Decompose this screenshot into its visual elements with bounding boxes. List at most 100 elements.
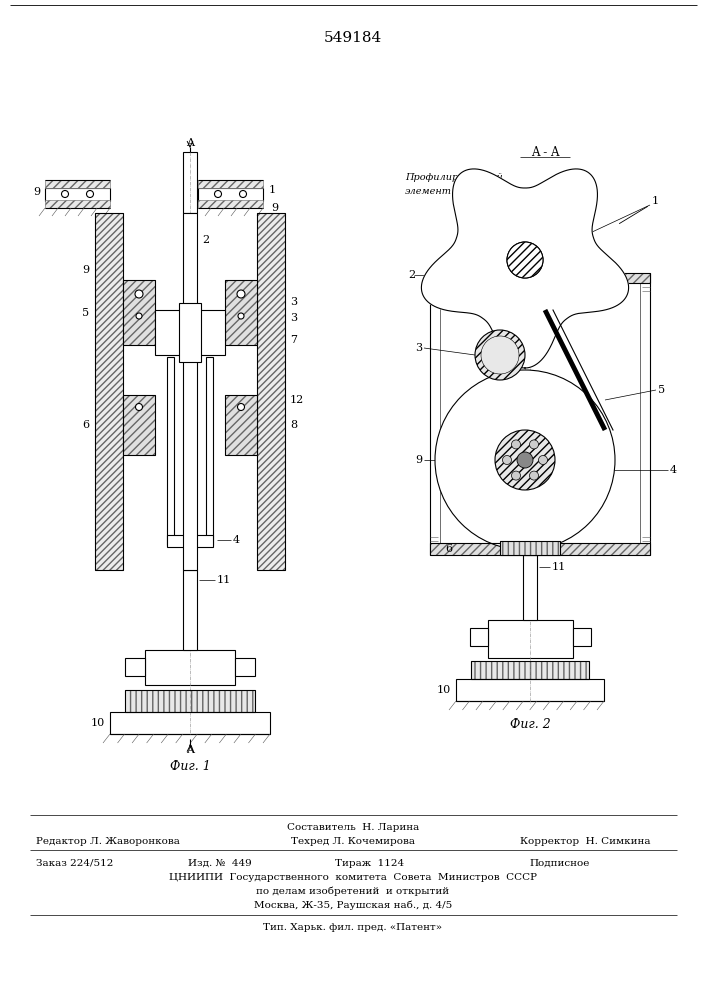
Text: 10: 10 xyxy=(437,685,451,695)
Bar xyxy=(500,541,560,555)
Bar xyxy=(183,213,197,570)
Bar xyxy=(123,280,155,345)
Text: Техред Л. Кочемирова: Техред Л. Кочемирова xyxy=(291,838,415,846)
Bar xyxy=(45,200,110,208)
Text: A: A xyxy=(186,745,194,755)
Bar xyxy=(225,395,257,455)
Bar xyxy=(45,180,110,188)
Text: Профилированный: Профилированный xyxy=(405,172,503,182)
Bar xyxy=(45,188,110,201)
Circle shape xyxy=(503,456,511,464)
Circle shape xyxy=(511,440,520,449)
Circle shape xyxy=(435,370,615,550)
Bar xyxy=(225,280,257,345)
Bar xyxy=(235,658,255,676)
Circle shape xyxy=(238,403,245,410)
Bar xyxy=(430,273,650,283)
Text: 3: 3 xyxy=(290,297,297,307)
Bar xyxy=(198,188,263,201)
Circle shape xyxy=(86,190,93,198)
Circle shape xyxy=(511,471,520,480)
Bar xyxy=(225,280,257,345)
Text: Фиг. 1: Фиг. 1 xyxy=(170,760,211,772)
Text: по делам изобретений  и открытий: по делам изобретений и открытий xyxy=(257,886,450,896)
Polygon shape xyxy=(421,169,629,368)
Circle shape xyxy=(238,313,244,319)
Bar xyxy=(125,690,255,712)
Bar xyxy=(198,180,263,188)
Circle shape xyxy=(475,330,525,380)
Text: 3: 3 xyxy=(415,343,422,353)
Text: Корректор  Н. Симкина: Корректор Н. Симкина xyxy=(520,838,650,846)
Text: 1: 1 xyxy=(652,196,659,206)
Circle shape xyxy=(136,403,143,410)
Text: 12: 12 xyxy=(290,395,304,405)
Text: Изд. №  449: Изд. № 449 xyxy=(188,858,252,867)
Bar xyxy=(123,280,155,345)
Bar xyxy=(430,543,650,555)
Circle shape xyxy=(517,452,533,468)
Text: 9: 9 xyxy=(415,455,422,465)
Bar xyxy=(573,628,590,646)
Bar xyxy=(183,570,197,650)
Text: Подписное: Подписное xyxy=(530,858,590,867)
Text: 6: 6 xyxy=(445,544,452,554)
Bar xyxy=(95,213,123,570)
Text: Тираж  1124: Тираж 1124 xyxy=(335,858,404,867)
Bar xyxy=(183,152,197,213)
Circle shape xyxy=(214,190,221,198)
Circle shape xyxy=(240,190,247,198)
Bar xyxy=(123,395,155,455)
Bar xyxy=(123,395,155,455)
Text: 9: 9 xyxy=(271,203,278,213)
Text: 549184: 549184 xyxy=(324,31,382,45)
Text: 11: 11 xyxy=(552,562,566,572)
Text: 9: 9 xyxy=(33,187,40,197)
Text: Фиг. 2: Фиг. 2 xyxy=(510,718,550,732)
Circle shape xyxy=(62,190,69,198)
Bar xyxy=(430,543,650,555)
Bar xyxy=(155,310,225,355)
Text: 4: 4 xyxy=(670,465,677,475)
Text: 2: 2 xyxy=(202,235,209,245)
Text: 5: 5 xyxy=(658,385,665,395)
Circle shape xyxy=(136,313,142,319)
Circle shape xyxy=(237,290,245,298)
Bar xyxy=(488,620,573,658)
Bar xyxy=(257,213,285,570)
Bar xyxy=(198,200,263,208)
Text: 8: 8 xyxy=(290,420,297,430)
Text: A - A: A - A xyxy=(531,145,559,158)
Text: Заказ 224/512: Заказ 224/512 xyxy=(36,858,114,867)
Circle shape xyxy=(530,471,539,480)
Circle shape xyxy=(530,440,539,449)
Circle shape xyxy=(135,290,143,298)
Circle shape xyxy=(507,242,543,278)
Text: 11: 11 xyxy=(217,575,231,585)
Text: элемент: элемент xyxy=(405,188,452,196)
Circle shape xyxy=(539,456,547,464)
Circle shape xyxy=(507,242,543,278)
Bar xyxy=(125,658,145,676)
Text: 3: 3 xyxy=(290,313,297,323)
Bar xyxy=(456,679,604,701)
Bar xyxy=(430,273,650,283)
Text: Москва, Ж-35, Раушская наб., д. 4/5: Москва, Ж-35, Раушская наб., д. 4/5 xyxy=(254,900,452,910)
Bar xyxy=(95,213,123,570)
Bar xyxy=(469,628,488,646)
Text: 5: 5 xyxy=(82,308,89,318)
Text: Редактор Л. Жаворонкова: Редактор Л. Жаворонкова xyxy=(36,838,180,846)
Bar xyxy=(471,661,589,679)
Bar xyxy=(145,650,235,685)
Bar xyxy=(471,661,589,679)
Bar xyxy=(206,357,213,545)
Bar xyxy=(125,690,255,712)
Text: 1: 1 xyxy=(269,185,276,195)
Circle shape xyxy=(481,336,519,374)
Text: 7: 7 xyxy=(290,335,297,345)
Text: 6: 6 xyxy=(82,420,89,430)
Text: A: A xyxy=(186,138,194,148)
Text: Составитель  Н. Ларина: Составитель Н. Ларина xyxy=(287,822,419,832)
Text: 2: 2 xyxy=(408,270,415,280)
Bar xyxy=(167,535,213,547)
